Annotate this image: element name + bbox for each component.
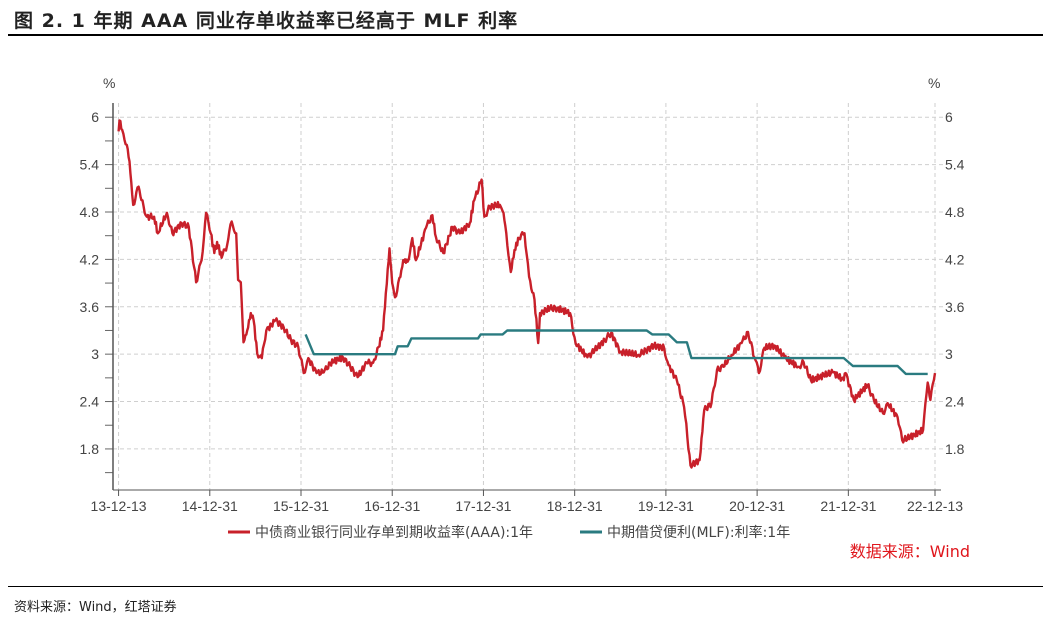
legend-label: 中期借贷便利(MLF):利率:1年 xyxy=(607,524,790,541)
x-tick-label: 20-12-31 xyxy=(729,498,785,514)
y-tick-label-left: 4.2 xyxy=(80,251,100,267)
title-divider xyxy=(8,34,1043,36)
x-tick-label: 21-12-31 xyxy=(820,498,876,514)
y-tick-label-right: 4.8 xyxy=(945,204,965,220)
x-tick-label: 16-12-31 xyxy=(364,498,420,514)
y-tick-label-right: 2.4 xyxy=(945,394,965,410)
y-tick-label-right: 4.2 xyxy=(945,251,965,267)
x-tick-label: 15-12-31 xyxy=(273,498,329,514)
y-tick-label-right: 5.4 xyxy=(945,157,965,173)
figure-title: 图 2. 1 年期 AAA 同业存单收益率已经高于 MLF 利率 xyxy=(14,10,519,32)
y-tick-label-left: 4.8 xyxy=(80,204,100,220)
y-tick-label-right: 3 xyxy=(945,346,953,362)
x-tick-label: 14-12-31 xyxy=(182,498,238,514)
y-tick-label-left: 6 xyxy=(91,109,99,125)
y-tick-label-left: 5.4 xyxy=(80,157,100,173)
y-tick-label-right: 3.6 xyxy=(945,299,965,315)
footer-divider xyxy=(8,586,1043,587)
series-mlf-1y-line xyxy=(304,329,928,376)
x-tick-label: 18-12-31 xyxy=(547,498,603,514)
x-tick-label: 22-12-13 xyxy=(907,498,963,514)
y-tick-label-left: 2.4 xyxy=(80,394,100,410)
y-unit-left: % xyxy=(103,75,115,91)
y-tick-label-right: 1.8 xyxy=(945,441,965,457)
y-unit-right: % xyxy=(928,75,940,91)
y-tick-label-right: 6 xyxy=(945,109,953,125)
y-tick-label-left: 3.6 xyxy=(80,299,100,315)
x-tick-label: 19-12-31 xyxy=(638,498,694,514)
y-tick-label-left: 1.8 xyxy=(80,441,100,457)
x-tick-label: 17-12-31 xyxy=(455,498,511,514)
source-note: 资料来源：Wind，红塔证券 xyxy=(14,600,177,615)
series-ncd-aaa-1y-line xyxy=(117,119,937,469)
y-tick-label-left: 3 xyxy=(91,346,99,362)
data-source-annotation: 数据来源：Wind xyxy=(850,542,970,561)
legend-label: 中债商业银行同业存单到期收益率(AAA):1年 xyxy=(255,524,533,541)
x-tick-label: 13-12-13 xyxy=(91,498,147,514)
